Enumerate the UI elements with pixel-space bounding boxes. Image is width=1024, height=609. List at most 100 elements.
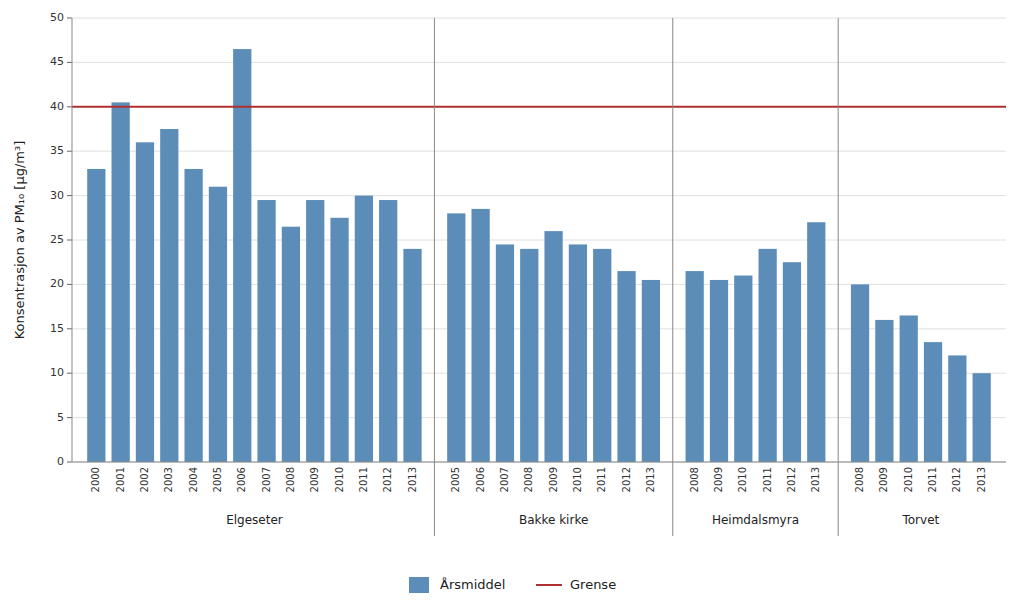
y-tick-label: 5 xyxy=(57,411,64,424)
group-label: Elgeseter xyxy=(226,513,283,527)
x-tick-label: 2003 xyxy=(163,467,174,492)
bar xyxy=(900,315,918,462)
y-tick-label: 10 xyxy=(50,366,64,379)
bar xyxy=(807,222,825,462)
x-tick-label: 2009 xyxy=(713,467,724,492)
legend-swatch xyxy=(409,577,429,593)
bar xyxy=(642,280,660,462)
x-tick-label: 2011 xyxy=(927,467,938,492)
bar xyxy=(233,49,251,462)
bar xyxy=(282,227,300,462)
bar xyxy=(403,249,421,462)
grid xyxy=(72,18,1006,462)
y-axis: 05101520253035404550 xyxy=(50,11,72,468)
group-separator xyxy=(672,18,673,536)
bar xyxy=(257,200,275,462)
x-tick-label: 2013 xyxy=(810,467,821,492)
bar xyxy=(686,271,704,462)
y-tick-label: 45 xyxy=(50,55,64,68)
bar xyxy=(544,231,562,462)
y-tick xyxy=(67,195,72,196)
bar xyxy=(569,244,587,462)
y-tick xyxy=(67,240,72,241)
x-tick-label: 2010 xyxy=(334,467,345,492)
bar xyxy=(759,249,777,462)
y-tick-label: 30 xyxy=(50,189,64,202)
bar xyxy=(851,284,869,462)
x-tick-label: 2012 xyxy=(786,467,797,492)
x-tick-label: 2011 xyxy=(596,467,607,492)
bar xyxy=(160,129,178,462)
legend-swatch xyxy=(536,584,562,586)
group-separator xyxy=(434,18,435,536)
x-tick-label: 2005 xyxy=(212,467,223,492)
y-tick xyxy=(67,373,72,374)
grid-line xyxy=(72,462,1006,463)
bar xyxy=(184,169,202,462)
chart: 0510152025303540455020002001200220032004… xyxy=(0,0,1024,609)
x-tick-label: 2006 xyxy=(236,467,247,492)
x-tick-label: 2010 xyxy=(737,467,748,492)
y-tick xyxy=(67,417,72,418)
x-tick-label: 2013 xyxy=(645,467,656,492)
x-tick-label: 2008 xyxy=(285,467,296,492)
legend: Årsmiddel Grense xyxy=(409,577,616,594)
bar xyxy=(472,209,490,462)
x-tick-label: 2011 xyxy=(762,467,773,492)
bar xyxy=(875,320,893,462)
y-tick xyxy=(67,328,72,329)
x-tick-label: 2010 xyxy=(572,467,583,492)
y-tick-label: 50 xyxy=(50,11,64,24)
bar xyxy=(496,244,514,462)
bar xyxy=(734,276,752,462)
x-tick-label: 2012 xyxy=(382,467,393,492)
bar xyxy=(948,355,966,462)
x-tick-label: 2010 xyxy=(903,467,914,492)
x-tick-label: 2008 xyxy=(689,467,700,492)
y-tick xyxy=(67,284,72,285)
y-tick-label: 40 xyxy=(50,100,64,113)
bar xyxy=(209,187,227,462)
y-tick xyxy=(67,151,72,152)
bar xyxy=(355,196,373,462)
bar xyxy=(306,200,324,462)
y-tick-label: 20 xyxy=(50,277,64,290)
y-tick xyxy=(67,106,72,107)
limit-line xyxy=(72,106,1006,108)
bar xyxy=(520,249,538,462)
bar xyxy=(136,142,154,462)
x-tick-label: 2008 xyxy=(523,467,534,492)
grid-line xyxy=(72,151,1006,152)
x-tick-label: 2009 xyxy=(309,467,320,492)
bar xyxy=(379,200,397,462)
legend-label: Årsmiddel xyxy=(440,577,505,592)
bar xyxy=(447,213,465,462)
bar xyxy=(710,280,728,462)
bar xyxy=(593,249,611,462)
x-tick-label: 2007 xyxy=(499,467,510,492)
bar xyxy=(617,271,635,462)
y-tick-label: 15 xyxy=(50,322,64,335)
x-tick-label: 2001 xyxy=(115,467,126,492)
y-tick-label: 0 xyxy=(57,455,64,468)
y-tick xyxy=(67,462,72,463)
y-axis-label: Konsentrasjon av PM₁₀ [μg/m³] xyxy=(12,141,27,340)
bar xyxy=(330,218,348,462)
x-tick-label: 2013 xyxy=(407,467,418,492)
bar xyxy=(973,373,991,462)
x-tick-label: 2005 xyxy=(450,467,461,492)
legend-label: Grense xyxy=(570,577,616,592)
x-tick-label: 2011 xyxy=(358,467,369,492)
y-tick-label: 25 xyxy=(50,233,64,246)
x-tick-label: 2012 xyxy=(951,467,962,492)
bar xyxy=(112,102,130,462)
group-label: Bakke kirke xyxy=(519,513,588,527)
group-label: Torvet xyxy=(901,513,939,527)
x-tick-label: 2008 xyxy=(854,467,865,492)
x-tick-label: 2002 xyxy=(139,467,150,492)
plot-marks xyxy=(72,49,1006,462)
x-tick-label: 2000 xyxy=(90,467,101,492)
x-tick-label: 2009 xyxy=(548,467,559,492)
group-separator xyxy=(838,18,839,536)
x-tick-label: 2009 xyxy=(878,467,889,492)
